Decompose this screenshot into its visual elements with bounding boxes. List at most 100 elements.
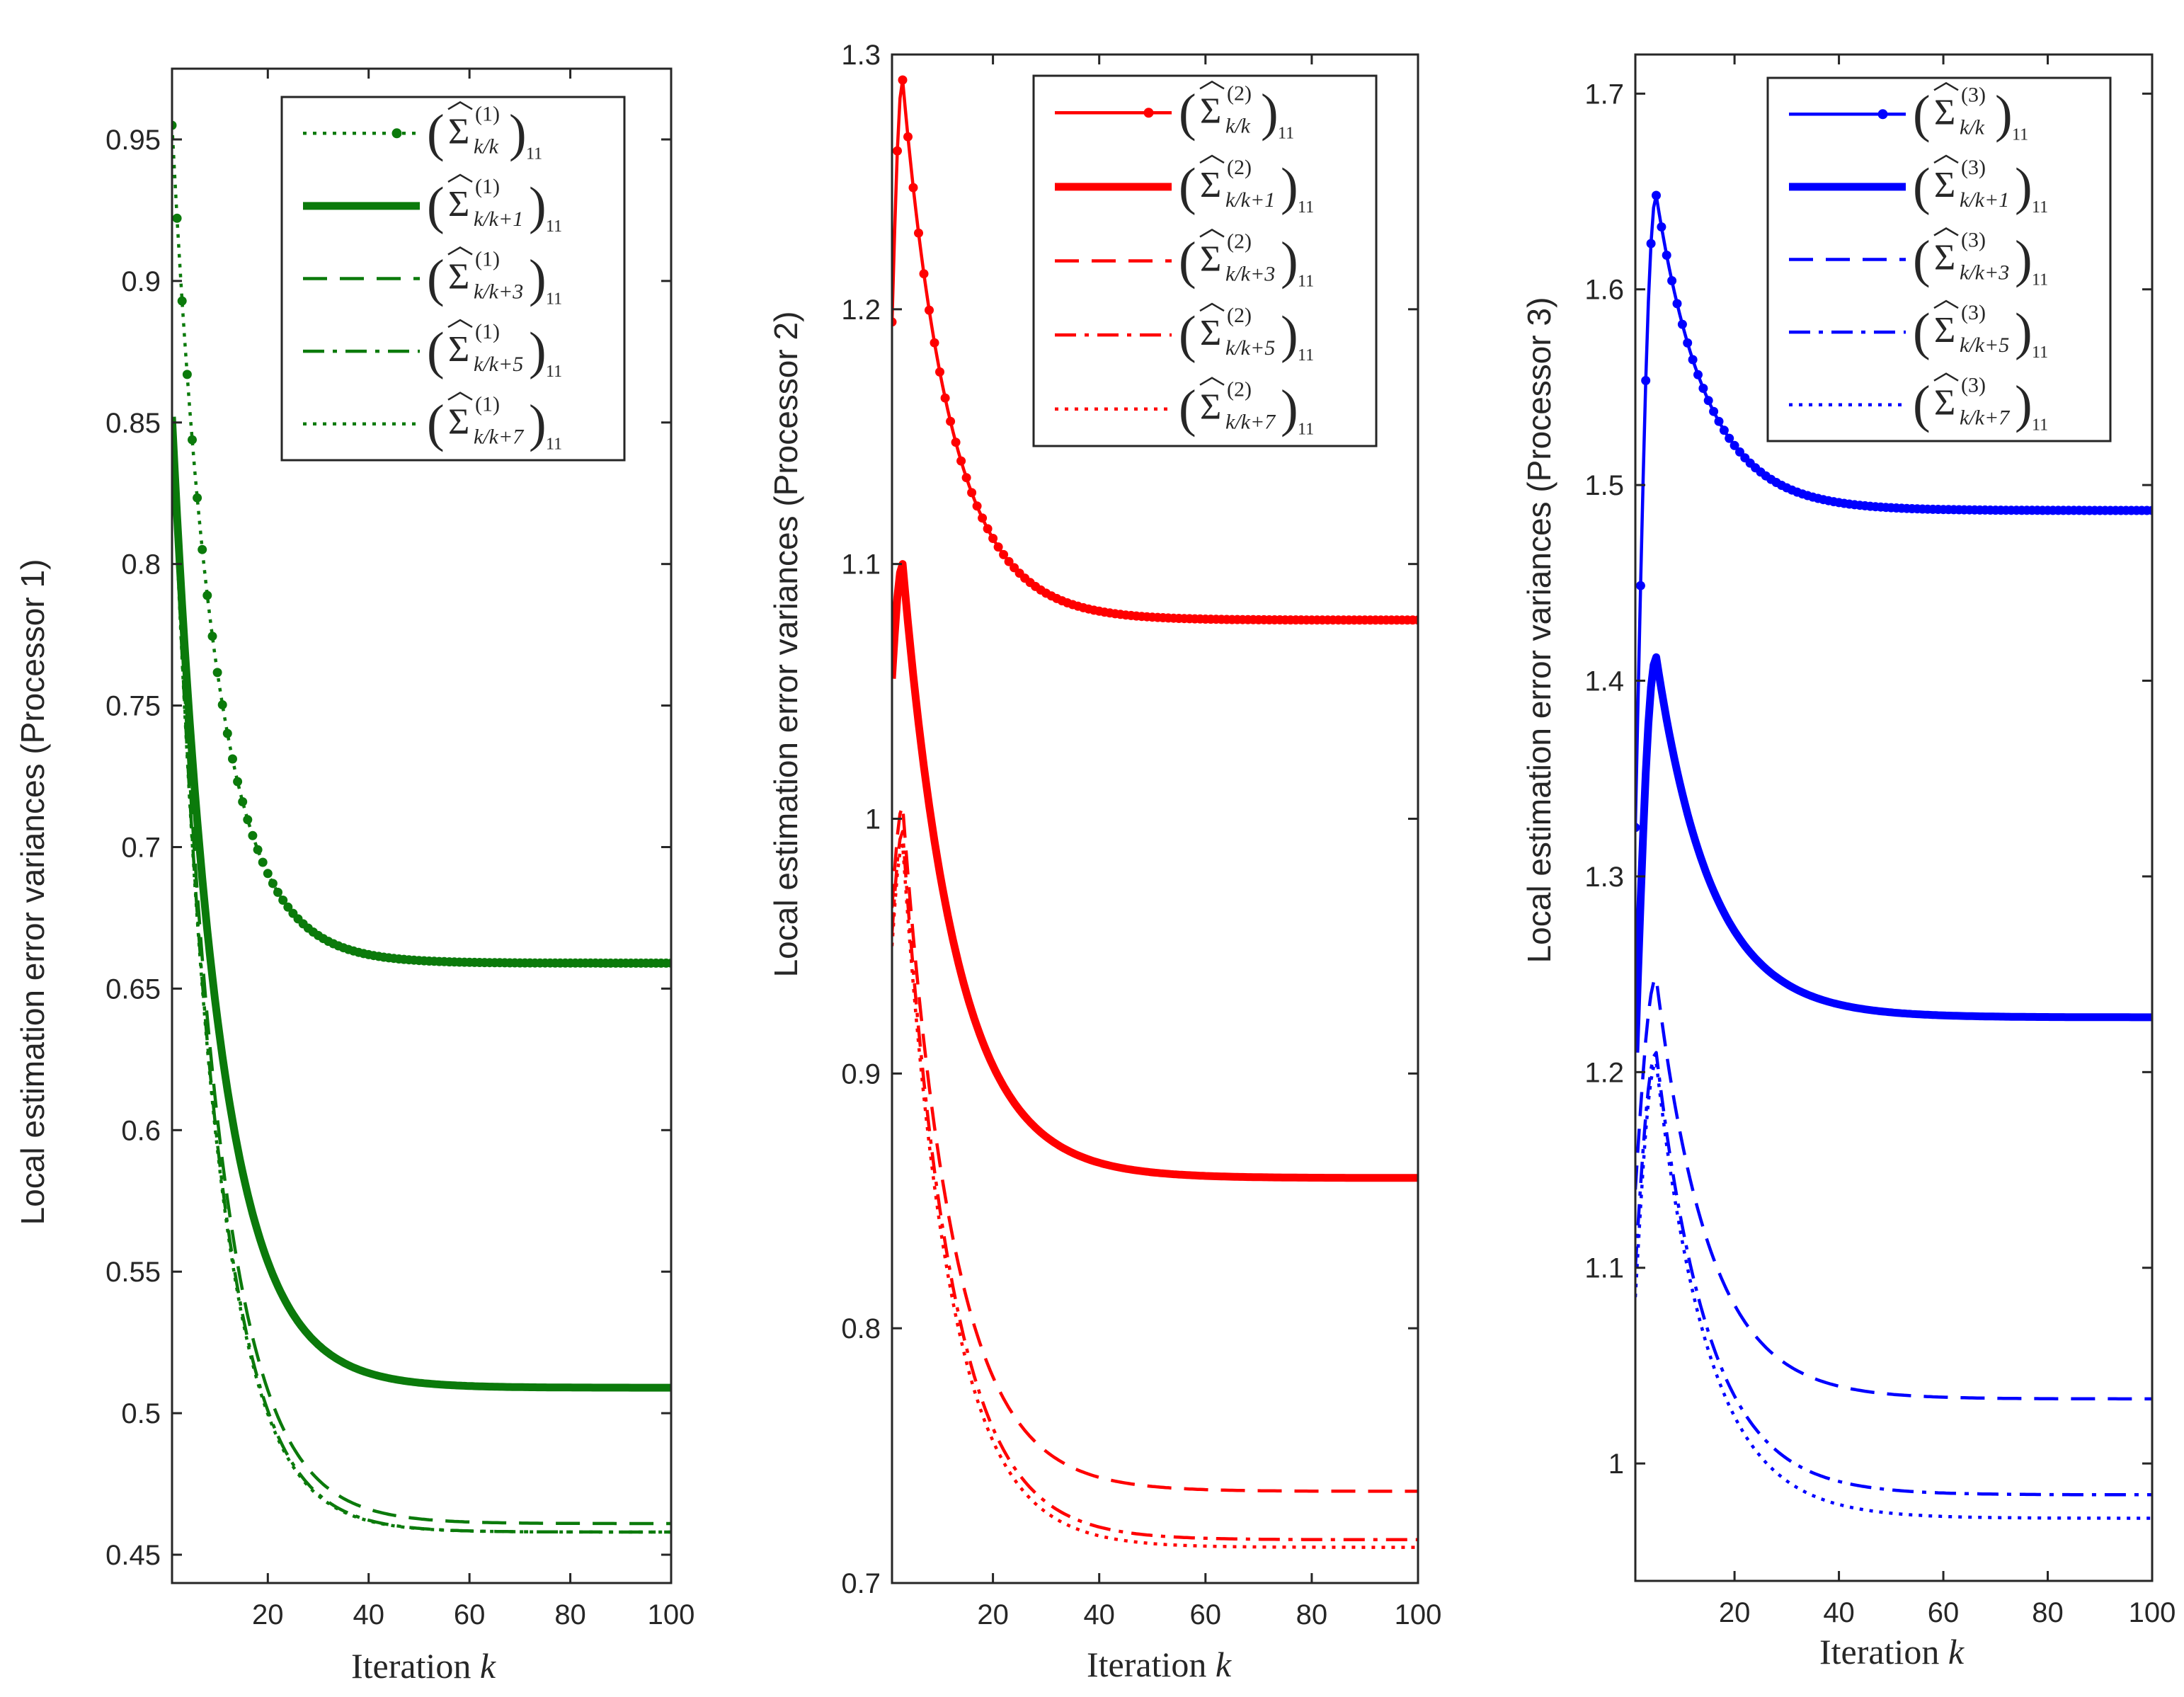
data-point — [925, 305, 934, 315]
legend-paren-open: ( — [427, 395, 445, 453]
y-tick-label: 1.1 — [1584, 1253, 1624, 1284]
series-markers-1 — [1635, 190, 2152, 833]
legend-entry: (Σ (3) k/k+7) 11 — [1789, 372, 2048, 435]
legend-superscript: (2) — [1227, 304, 1252, 327]
series-line-2 — [172, 416, 671, 1392]
data-point — [177, 296, 187, 306]
legend-index: 11 — [546, 362, 562, 381]
data-point — [1730, 440, 1739, 450]
series-line-3 — [892, 804, 1418, 1493]
legend-paren-close: ) — [1281, 158, 1298, 216]
legend-superscript: (3) — [1961, 229, 1986, 252]
x-tick-label: 60 — [454, 1599, 486, 1630]
panel-3-xlabel: Iteration k — [1819, 1632, 1965, 1672]
panel-1-legend: (Σ (1)k/k) 11(Σ (1)k/k+1) 11(Σ (1)k/k+3) 11(Σ(… — [280, 96, 626, 462]
y-tick-label: 1.1 — [841, 549, 881, 581]
legend-entry: (Σ (3) k/k+1) 11 — [1789, 154, 2048, 217]
panel-2-yticks: 0.7 0.8 0.9 1 1.1 1.2 1.3 — [841, 40, 1418, 1599]
legend-entry: (Σ (1) k/k) 11 — [303, 101, 542, 163]
legend-subscript: k/k — [1960, 115, 1985, 139]
legend-subscript: k/k+7 — [1960, 406, 2011, 430]
legend-subscript: k/k+1 — [1225, 188, 1275, 212]
x-tick-label: 60 — [1928, 1597, 1960, 1628]
legend-superscript: (3) — [1961, 374, 1986, 397]
data-point — [278, 896, 288, 905]
panel-2-ylabel: Local estimation error variances (Proces… — [767, 312, 804, 978]
legend-subscript: k/k+3 — [1960, 261, 2009, 285]
legend-superscript: (2) — [1227, 156, 1252, 179]
legend-marker — [1143, 108, 1154, 118]
data-point — [263, 869, 273, 879]
data-point — [1725, 433, 1734, 443]
data-point — [919, 269, 929, 279]
data-point — [1635, 823, 1640, 833]
legend-subscript: k/k+3 — [1225, 263, 1275, 286]
y-tick-label: 0.8 — [121, 549, 161, 581]
legend-subscript: k/k+5 — [1960, 333, 2009, 357]
legend-sigma: Σ — [1200, 91, 1221, 131]
series-line-4 — [892, 830, 1418, 1542]
legend-entry: (Σ (3) k/k+5) 11 — [1789, 299, 2048, 362]
data-point — [940, 393, 950, 403]
panel-3-ylabel: Local estimation error variances (Proces… — [1521, 297, 1557, 964]
legend-hat — [1933, 81, 1959, 91]
y-tick-label: 1 — [1608, 1449, 1624, 1480]
legend-sigma: Σ — [448, 257, 469, 297]
series-line-3 — [1635, 976, 2152, 1401]
legend-index: 11 — [2032, 271, 2048, 290]
legend-paren-open: ( — [1179, 306, 1196, 364]
data-point — [2147, 505, 2152, 515]
legend-index: 11 — [2032, 343, 2048, 362]
legend-subscript: k/k — [1225, 114, 1251, 137]
data-point — [978, 513, 988, 523]
y-tick-label: 0.45 — [105, 1540, 161, 1571]
y-tick-label: 0.8 — [841, 1313, 881, 1344]
data-point — [188, 435, 197, 445]
x-tick-label: 80 — [1296, 1599, 1328, 1630]
legend-entry: (Σ (2) k/k+3) 11 — [1055, 229, 1314, 291]
legend-index: 11 — [526, 144, 542, 163]
legend-paren-open: ( — [1179, 232, 1196, 290]
legend-hat — [1199, 302, 1225, 312]
legend-paren-open: ( — [427, 322, 445, 380]
legend-paren-close: ) — [2015, 303, 2033, 361]
series-line-5 — [172, 428, 671, 1534]
legend-entry: (Σ (2) k/k+1) 11 — [1055, 154, 1314, 217]
y-tick-label: 1.6 — [1584, 275, 1624, 306]
y-tick-label: 1.5 — [1584, 470, 1624, 501]
data-point — [892, 317, 897, 327]
data-point — [951, 438, 961, 447]
legend-entry: (Σ (2) k/k) 11 — [1055, 80, 1294, 142]
legend-box — [280, 96, 626, 462]
x-tick-label: 100 — [1395, 1599, 1442, 1630]
data-point — [1714, 416, 1724, 426]
data-point — [946, 416, 956, 426]
data-point — [1413, 615, 1418, 625]
legend-paren-close: ) — [2015, 376, 2033, 434]
y-tick-label: 1.3 — [841, 40, 881, 71]
legend-sigma: Σ — [448, 329, 469, 370]
x-tick-label: 40 — [1823, 1597, 1855, 1628]
data-point — [172, 213, 182, 223]
legend-hat — [447, 173, 473, 183]
legend-hat — [1933, 299, 1959, 309]
legend-paren-close: ) — [529, 395, 547, 453]
data-point — [1719, 425, 1729, 435]
data-point — [1657, 222, 1666, 232]
panel-processor-3: 20 40 60 80 100 1 1.1 1.2 1.3 1.4 1.5 1.6 1.7 Local… — [1521, 53, 2176, 1672]
y-tick-label: 0.6 — [121, 1115, 161, 1146]
data-point — [1652, 190, 1661, 200]
legend-superscript: (3) — [1961, 83, 1986, 106]
y-tick-label: 0.65 — [105, 973, 161, 1005]
panel-1-yticks: 0.45 0.5 0.55 0.6 0.65 0.7 0.75 0.8 0.85 0.9 0.95 — [105, 125, 671, 1571]
legend-box — [1766, 76, 2112, 442]
data-point — [961, 473, 971, 483]
legend-superscript: (1) — [475, 102, 500, 125]
panel-1-series — [172, 120, 671, 1534]
legend-sigma: Σ — [448, 111, 469, 152]
y-tick-label: 1 — [865, 804, 881, 835]
legend-paren-open: ( — [1913, 303, 1931, 361]
legend-hat — [1933, 227, 1959, 236]
legend-subscript: k/k+7 — [474, 425, 525, 449]
